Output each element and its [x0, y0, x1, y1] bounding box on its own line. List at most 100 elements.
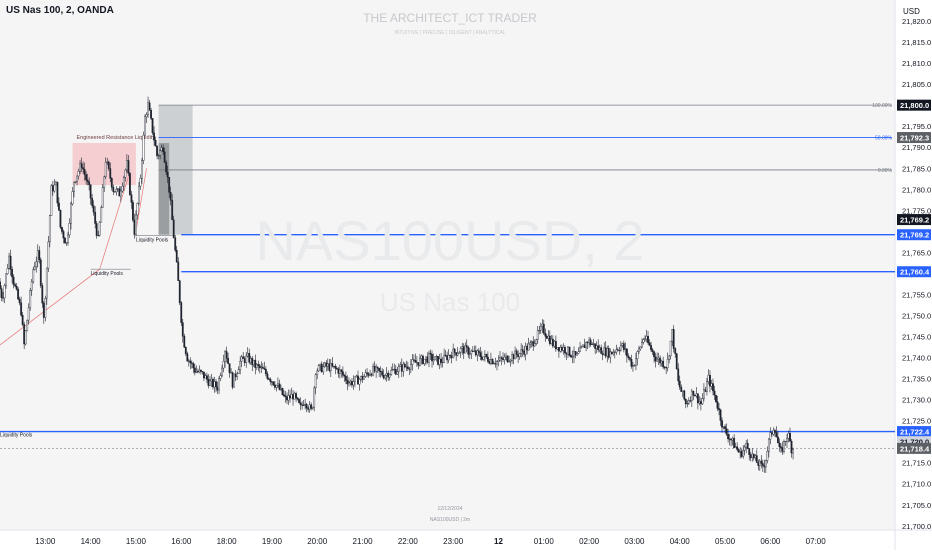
candle-body — [586, 342, 589, 344]
candle-body — [496, 361, 498, 365]
candle-body — [749, 454, 752, 458]
x-tick-label: 16:00 — [171, 537, 192, 546]
candle-body — [76, 175, 78, 182]
candle-body — [687, 400, 690, 404]
candle-body — [166, 171, 169, 178]
candle-body — [343, 374, 346, 377]
candle-body — [230, 372, 233, 374]
candle-body — [6, 268, 9, 275]
x-tick-label: 20:00 — [307, 537, 328, 546]
candle-body — [600, 347, 603, 354]
candle-body — [529, 342, 532, 345]
candle-body — [246, 353, 249, 357]
candle-body — [320, 363, 323, 373]
candle-body — [650, 345, 652, 350]
candle-body — [721, 420, 723, 428]
candle-body — [411, 359, 414, 365]
candle-body — [181, 322, 184, 337]
candle-body — [777, 436, 779, 444]
candle-body — [346, 380, 349, 385]
y-tick-label: 21,790.0 — [902, 143, 931, 152]
candle-body — [686, 403, 689, 405]
candle-body — [632, 365, 634, 367]
candle-body — [248, 353, 251, 363]
candle-body — [32, 269, 35, 283]
candle-body — [263, 368, 266, 370]
candle-body — [62, 231, 65, 239]
candle-body — [443, 354, 446, 363]
candle-body — [437, 356, 439, 365]
candle-body — [44, 297, 47, 318]
candle-body — [207, 379, 210, 386]
candle-body — [527, 343, 530, 351]
y-tick-label: 21,815.0 — [902, 38, 931, 47]
candle-body — [780, 446, 782, 448]
candle-body — [699, 401, 702, 405]
candle-body — [559, 347, 562, 352]
candle-body — [518, 353, 521, 357]
candle-body — [706, 381, 708, 392]
candle-body — [487, 356, 489, 362]
candle-body — [71, 191, 74, 205]
candle-body — [393, 369, 396, 371]
candle-body — [319, 363, 322, 366]
candle-body — [514, 350, 516, 360]
candle-body — [533, 343, 536, 347]
candle-body — [107, 161, 110, 169]
candle-body — [302, 404, 305, 406]
candle-body — [485, 354, 488, 358]
candle-body — [666, 358, 669, 369]
x-tick-label: 19:00 — [262, 537, 283, 546]
candle-body — [209, 380, 211, 386]
candle-body — [461, 346, 464, 349]
candle-body — [579, 347, 581, 352]
candle-body — [258, 365, 261, 369]
candle-body — [769, 432, 772, 440]
candle-body — [388, 374, 391, 378]
candle-body — [761, 463, 764, 466]
candle-body — [727, 433, 729, 440]
candle-body — [83, 168, 86, 175]
candle-body — [709, 374, 711, 387]
candle-body — [206, 375, 208, 380]
candle-body — [382, 374, 385, 379]
candle-body — [242, 356, 245, 359]
candle-body — [147, 102, 149, 115]
ticker-title[interactable]: US Nas 100, 2, OANDA — [6, 5, 114, 16]
candle-body — [42, 302, 45, 318]
candle-body — [290, 394, 293, 399]
candle-body — [674, 348, 677, 354]
candle-body — [639, 346, 642, 350]
y-tick-label: 21,755.0 — [902, 290, 931, 299]
candle-body — [337, 368, 340, 374]
candle-body — [656, 358, 658, 362]
candle-body — [636, 351, 639, 360]
candle-body — [583, 344, 586, 348]
candle-body — [245, 355, 248, 363]
candle-body — [349, 381, 352, 384]
candle-body — [257, 364, 260, 366]
candle-body — [730, 438, 733, 441]
candle-body — [405, 366, 408, 368]
candle-body — [523, 351, 526, 355]
candle-body — [589, 339, 592, 345]
candle-body — [595, 345, 598, 349]
resistance-zone-label: Engineered Resistance Liquidity — [77, 135, 156, 141]
x-tick-label: 04:00 — [670, 537, 691, 546]
candle-body — [289, 395, 291, 399]
price-tag-level-bg — [897, 266, 931, 278]
candle-body — [348, 382, 350, 385]
candle-body — [301, 404, 304, 406]
candle-body — [576, 353, 578, 356]
x-tick-label: 02:00 — [579, 537, 600, 546]
candle-body — [45, 267, 48, 299]
price-tag-secondary: 21,720.0 — [900, 438, 929, 447]
candle-body — [210, 379, 213, 382]
candle-body — [588, 339, 591, 344]
candle-body — [375, 366, 378, 372]
candle-body — [684, 399, 687, 405]
candle-body — [641, 341, 643, 348]
candle-body — [159, 150, 162, 156]
